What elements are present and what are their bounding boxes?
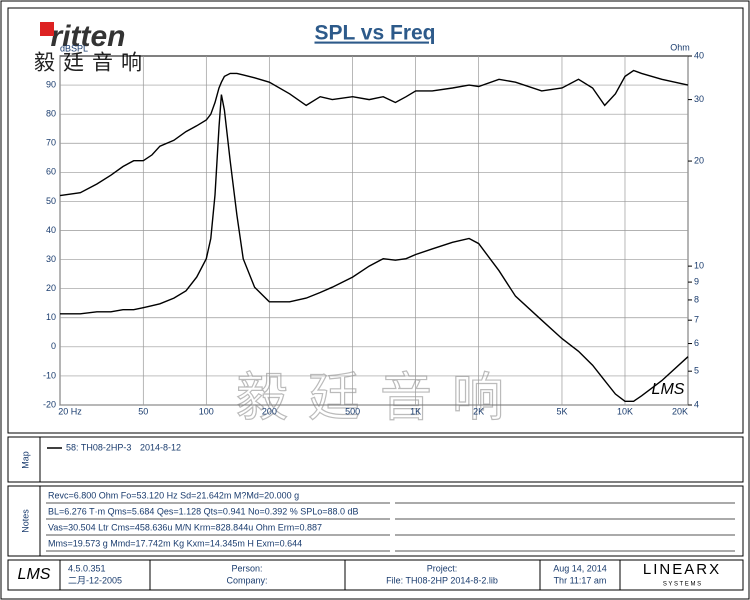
y-tick-label: 60 (46, 167, 56, 177)
y2-tick-label: 20 (694, 155, 704, 165)
footer-frame (7, 559, 744, 591)
x-tick-label: 100 (199, 406, 214, 416)
notes-label: Notes (20, 509, 30, 533)
y2-tick-label: 9 (694, 276, 699, 286)
logo-mark (40, 22, 54, 36)
x-tick-label: 10K (617, 406, 633, 416)
chart-title: SPL vs Freq (315, 22, 436, 45)
logo-chinese: 毅廷音响 (34, 52, 150, 75)
y-tick-label: 20 (46, 283, 56, 293)
y-tick-label: 90 (46, 79, 56, 89)
note-line: Mms=19.573 g Mmd=17.742m Kg Kxm=14.345m … (48, 538, 302, 548)
y-tick-label: 80 (46, 109, 56, 119)
x-tick-label: 50 (138, 406, 148, 416)
y2-tick-label: 40 (694, 50, 704, 60)
y-tick-label: -10 (43, 370, 56, 380)
y2-tick-label: 30 (694, 94, 704, 104)
note-line: Vas=30.504 Ltr Cms=458.636u M/N Krm=828.… (48, 522, 322, 532)
legend-entry: 58: TH08-2HP-3 (66, 442, 131, 452)
x-tick-label: 200 (262, 406, 277, 416)
chart-frame (7, 7, 744, 434)
y-tick-label: 70 (46, 138, 56, 148)
footer-logo: LMS (18, 566, 51, 583)
x-tick-label: 5K (556, 406, 567, 416)
person: Person: (231, 563, 262, 573)
y-tick-label: 30 (46, 254, 56, 264)
y-tick-label: 40 (46, 225, 56, 235)
watermark: 毅廷音响 (236, 370, 524, 428)
map-frame (7, 436, 744, 483)
data-line (60, 94, 689, 402)
legend-date: 2014-8-12 (140, 442, 181, 452)
notes-lines: Revc=6.800 Ohm Fo=53.120 Hz Sd=21.642m M… (46, 490, 735, 552)
time: Thr 11:17 am (554, 575, 607, 585)
y2-tick-label: 10 (694, 260, 704, 270)
notes-frame (7, 485, 744, 557)
build-date: 二月-12-2005 (68, 575, 122, 585)
brand: LINEARX (643, 561, 721, 578)
y-axis-label: dBSPL (60, 43, 88, 53)
project: Project: (427, 563, 458, 573)
y2-tick-label: 5 (694, 366, 699, 376)
x-tick-label: 2K (473, 406, 484, 416)
brand-sub: S Y S T E M S (663, 582, 701, 588)
date: Aug 14, 2014 (553, 563, 607, 573)
note-line: Revc=6.800 Ohm Fo=53.120 Hz Sd=21.642m M… (48, 490, 299, 500)
y2-axis-label: Ohm (670, 42, 690, 52)
x-tick-label: 1K (410, 406, 421, 416)
file: File: TH08-2HP 2014-8-2.lib (386, 575, 498, 585)
y2-tick-label: 6 (694, 338, 699, 348)
x-tick-label: 20 Hz (58, 406, 82, 416)
y2-tick-label: 7 (694, 315, 699, 325)
y-tick-label: 50 (46, 196, 56, 206)
map-label: Map (20, 451, 30, 469)
data-line (59, 69, 689, 197)
y-tick-label: 0 (51, 341, 56, 351)
logo: ritten (51, 20, 126, 53)
version: 4.5.0.351 (68, 563, 106, 573)
y-tick-label: -20 (43, 399, 56, 409)
company: Company: (226, 575, 267, 585)
y2-tick-label: 8 (694, 294, 699, 304)
note-line: BL=6.276 T·m Qms=5.684 Qes=1.128 Qts=0.9… (48, 506, 359, 516)
footer-dividers (59, 560, 621, 590)
lms-mark: LMS (652, 381, 685, 398)
y-tick-label: 10 (46, 312, 56, 322)
y2-tick-label: 4 (694, 399, 699, 409)
x-tick-label: 20K (672, 406, 688, 416)
x-tick-label: 500 (345, 406, 360, 416)
